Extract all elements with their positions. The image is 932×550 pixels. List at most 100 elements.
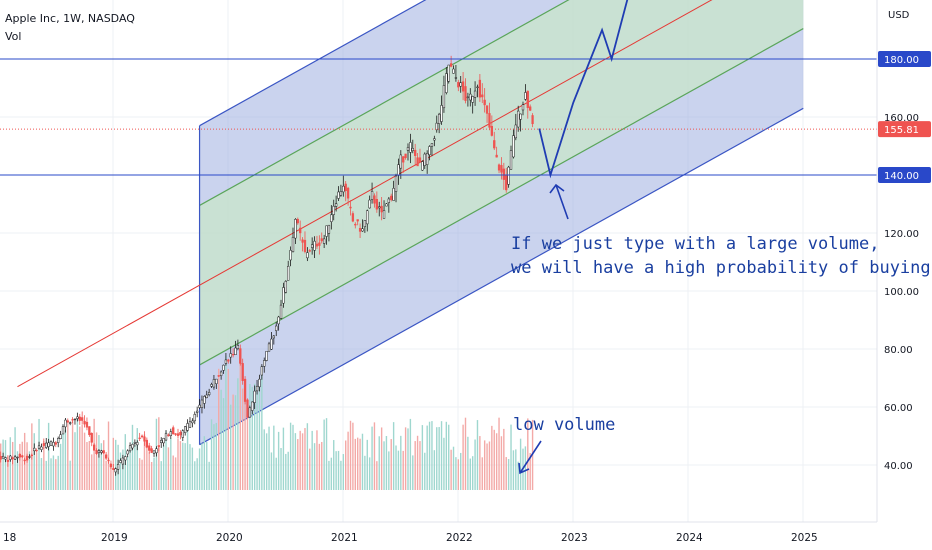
buy-note-line2[interactable]: we will have a high probability of buyin… bbox=[511, 258, 931, 278]
candle-body bbox=[116, 464, 120, 470]
candle-body bbox=[311, 244, 314, 248]
projection-path bbox=[538, 0, 629, 179]
price-tick-label: 120.00 bbox=[884, 229, 919, 240]
volume-indicator-label[interactable]: Vol bbox=[5, 30, 22, 43]
annotation-texts[interactable]: If we just type with a large volume, we … bbox=[511, 234, 931, 435]
candle-body bbox=[66, 420, 69, 423]
symbol-title[interactable]: Apple Inc, 1W, NASDAQ bbox=[5, 12, 135, 25]
candle-body bbox=[505, 174, 508, 191]
candle-body bbox=[414, 149, 417, 156]
candle-body bbox=[196, 410, 199, 413]
candle-body bbox=[236, 345, 240, 349]
candle-body bbox=[368, 199, 371, 209]
candle-body bbox=[344, 183, 347, 191]
candle-body bbox=[76, 416, 79, 419]
buy-pointer-arrow bbox=[555, 184, 569, 220]
buy-pointer-arrowhead bbox=[549, 183, 565, 194]
candle-body bbox=[207, 392, 211, 396]
candle-body bbox=[71, 419, 74, 421]
candle-body bbox=[291, 236, 295, 252]
candle-body bbox=[45, 442, 48, 448]
candle-body bbox=[485, 105, 489, 114]
buy-note-line1[interactable]: If we just type with a large volume, bbox=[511, 234, 879, 254]
candle-body bbox=[100, 450, 103, 453]
candle-body bbox=[397, 164, 400, 176]
candle-body bbox=[227, 359, 230, 362]
candle-body bbox=[131, 444, 134, 449]
candle-body bbox=[126, 450, 129, 455]
candle-body bbox=[0, 456, 2, 460]
candle-body bbox=[1, 455, 5, 459]
candle-body bbox=[246, 399, 249, 418]
regression-channel[interactable] bbox=[17, 0, 804, 446]
candle-body bbox=[97, 450, 101, 453]
candle-body bbox=[469, 93, 472, 101]
price-axis-bg bbox=[877, 0, 932, 550]
candle-body bbox=[521, 104, 525, 111]
candle-body bbox=[449, 63, 453, 67]
candle-body bbox=[90, 432, 93, 443]
candle-body bbox=[411, 148, 414, 151]
candle-body bbox=[57, 438, 60, 443]
candle-body bbox=[270, 338, 273, 350]
candle-body bbox=[354, 223, 357, 226]
candle-body bbox=[272, 335, 275, 339]
candle-body bbox=[88, 426, 91, 435]
candle-body bbox=[342, 185, 345, 193]
candle-body bbox=[349, 206, 352, 209]
candle-body bbox=[167, 434, 170, 437]
candle-body bbox=[375, 199, 379, 210]
candle-body bbox=[457, 82, 460, 88]
candle-body bbox=[18, 453, 22, 458]
candle-body bbox=[433, 138, 436, 141]
price-axis[interactable]: USD 40.00 60.00 80.00 100.00 120.00 140.00 160.… bbox=[876, 0, 932, 550]
candle-body bbox=[239, 348, 242, 364]
volume-pointer-arrowhead bbox=[518, 462, 530, 475]
candle-body bbox=[351, 213, 355, 222]
candle-body bbox=[488, 113, 491, 128]
volume-note[interactable]: low volume bbox=[513, 415, 615, 435]
candle-body bbox=[296, 218, 299, 224]
candle-body bbox=[193, 414, 196, 422]
candle-body bbox=[179, 432, 182, 436]
candle-body bbox=[92, 444, 96, 451]
candle-body bbox=[497, 164, 501, 171]
channel-lower-line bbox=[199, 107, 804, 446]
candle-body bbox=[267, 343, 271, 352]
candle-body bbox=[191, 420, 194, 424]
candle-body bbox=[33, 447, 36, 452]
candle-body bbox=[21, 455, 24, 458]
candle-body bbox=[452, 68, 455, 74]
candle-body bbox=[437, 113, 441, 124]
candle-body bbox=[495, 154, 498, 158]
candle-body bbox=[275, 325, 278, 331]
candle-body bbox=[42, 443, 45, 446]
candle-body bbox=[198, 404, 201, 408]
symbol-legend[interactable]: Apple Inc, 1W, NASDAQ Vol bbox=[5, 10, 135, 46]
candle-body bbox=[308, 250, 311, 252]
candle-body bbox=[59, 434, 62, 439]
candle-body bbox=[440, 105, 443, 122]
candle-body bbox=[531, 115, 534, 125]
time-tick-label: 2022 bbox=[446, 532, 473, 544]
candle-body bbox=[332, 205, 335, 215]
candle-body bbox=[339, 191, 343, 196]
candle-body bbox=[73, 418, 77, 421]
candle-body bbox=[85, 421, 89, 428]
candle-body bbox=[229, 353, 232, 358]
candle-body bbox=[23, 459, 26, 462]
last-price-tag: 155.81 bbox=[878, 121, 931, 138]
candle-body bbox=[217, 375, 220, 377]
candle-body bbox=[287, 266, 290, 281]
time-tick-label: 2025 bbox=[791, 532, 818, 544]
candle-body bbox=[461, 81, 465, 92]
candle-body bbox=[52, 442, 55, 447]
candle-body bbox=[277, 316, 280, 325]
user-drawings[interactable] bbox=[518, 0, 633, 475]
channel-upper-line bbox=[199, 0, 427, 127]
candle-body bbox=[282, 287, 285, 304]
time-axis[interactable]: 18 2019 2020 2021 2022 2023 2024 2025 bbox=[0, 521, 877, 544]
horizontal-levels[interactable] bbox=[0, 58, 877, 176]
candle-body bbox=[514, 124, 517, 139]
